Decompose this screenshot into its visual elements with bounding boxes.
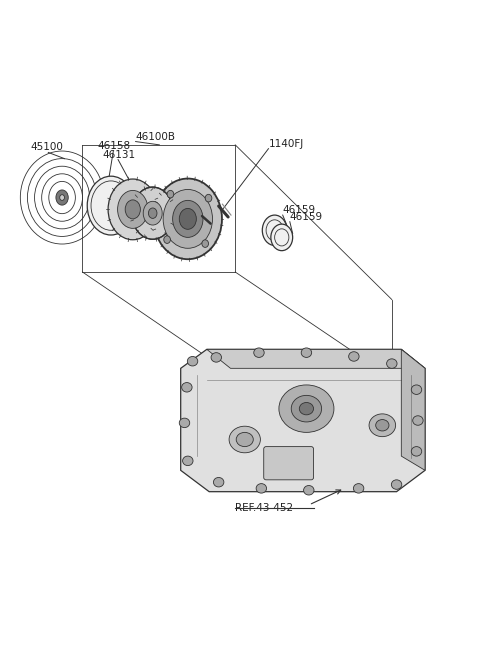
Ellipse shape — [376, 420, 389, 431]
Ellipse shape — [262, 215, 287, 245]
FancyBboxPatch shape — [264, 447, 313, 480]
Ellipse shape — [386, 359, 397, 368]
Ellipse shape — [167, 190, 174, 198]
Text: 46159: 46159 — [283, 205, 316, 215]
Ellipse shape — [187, 356, 198, 366]
Ellipse shape — [125, 200, 140, 219]
Ellipse shape — [179, 418, 190, 428]
Ellipse shape — [132, 187, 174, 239]
Ellipse shape — [202, 240, 208, 247]
Ellipse shape — [56, 190, 68, 205]
Ellipse shape — [118, 190, 148, 228]
Ellipse shape — [236, 432, 253, 447]
Ellipse shape — [303, 485, 314, 495]
Polygon shape — [180, 350, 425, 492]
Ellipse shape — [214, 478, 224, 487]
Text: 46158: 46158 — [97, 141, 131, 151]
Polygon shape — [207, 350, 425, 368]
Ellipse shape — [60, 195, 64, 200]
Ellipse shape — [205, 194, 212, 202]
Text: 1140FJ: 1140FJ — [268, 138, 304, 149]
Ellipse shape — [279, 385, 334, 432]
Ellipse shape — [271, 224, 293, 251]
Ellipse shape — [353, 483, 364, 493]
Text: 45100: 45100 — [30, 142, 63, 152]
Ellipse shape — [348, 352, 359, 361]
Ellipse shape — [154, 178, 222, 259]
Ellipse shape — [301, 348, 312, 358]
Text: 46131: 46131 — [102, 150, 135, 159]
Ellipse shape — [369, 414, 396, 437]
Ellipse shape — [411, 385, 422, 394]
Ellipse shape — [413, 416, 423, 425]
Ellipse shape — [229, 426, 261, 453]
Ellipse shape — [211, 353, 221, 362]
Text: 46100B: 46100B — [136, 132, 176, 142]
Polygon shape — [401, 350, 425, 470]
Ellipse shape — [148, 208, 157, 218]
Ellipse shape — [163, 190, 213, 248]
Ellipse shape — [179, 209, 196, 230]
Ellipse shape — [411, 447, 422, 456]
Ellipse shape — [182, 456, 193, 466]
Ellipse shape — [254, 348, 264, 358]
Ellipse shape — [391, 480, 402, 489]
Ellipse shape — [300, 403, 313, 415]
Ellipse shape — [291, 396, 322, 422]
Ellipse shape — [94, 185, 128, 226]
Ellipse shape — [256, 483, 266, 493]
Ellipse shape — [181, 382, 192, 392]
Text: REF.43-452: REF.43-452 — [235, 502, 293, 512]
Ellipse shape — [87, 176, 135, 235]
Ellipse shape — [108, 179, 157, 239]
Ellipse shape — [143, 201, 162, 225]
Ellipse shape — [164, 236, 170, 243]
Text: 46159: 46159 — [290, 212, 323, 222]
Ellipse shape — [173, 200, 203, 237]
